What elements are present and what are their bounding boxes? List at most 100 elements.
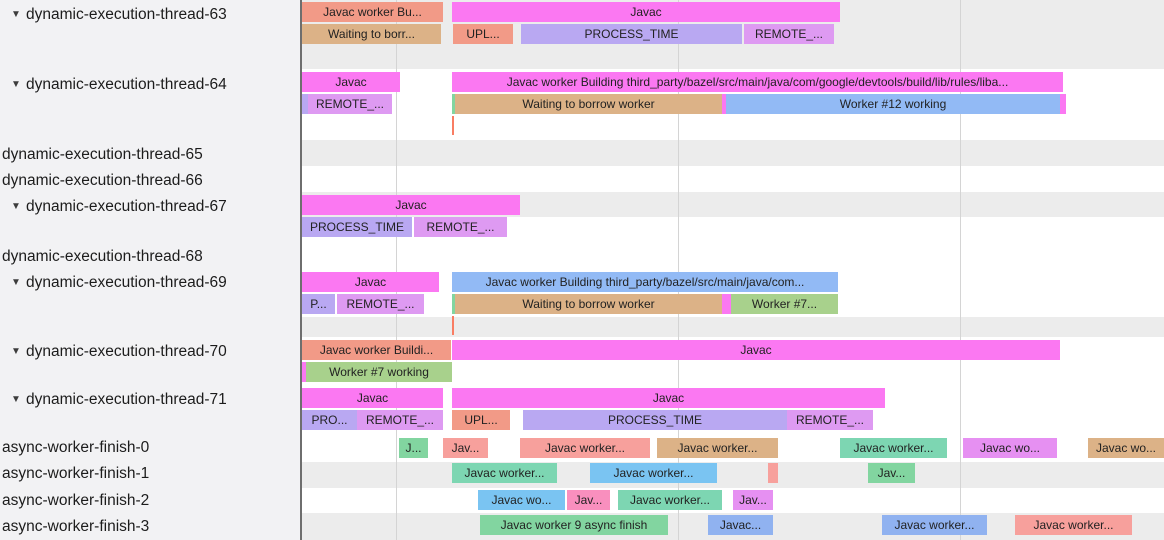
trace-event-bar[interactable]: Javac worker...: [882, 515, 987, 535]
time-gridline: [396, 0, 397, 540]
trace-event-label: Javac: [652, 391, 685, 405]
trace-event-bar[interactable]: Jav...: [443, 438, 488, 458]
collapse-triangle-icon[interactable]: ▼: [11, 394, 21, 405]
trace-event-bar[interactable]: REMOTE_...: [744, 24, 834, 44]
trace-event-bar[interactable]: [302, 362, 308, 382]
trace-event-bar[interactable]: Javac wo...: [963, 438, 1057, 458]
instant-event-tick[interactable]: [452, 316, 454, 335]
trace-event-bar[interactable]: Javac worker...: [657, 438, 778, 458]
trace-event-bar[interactable]: Waiting to borrow worker: [455, 294, 722, 314]
thread-name-label: dynamic-execution-thread-69: [26, 274, 227, 291]
trace-event-label: Javac worker...: [677, 441, 758, 455]
trace-event-bar[interactable]: Javac: [302, 72, 400, 92]
trace-event-label: REMOTE_...: [795, 413, 864, 427]
trace-event-label: REMOTE_...: [315, 97, 384, 111]
trace-event-label: PROCESS_TIME: [607, 413, 703, 427]
trace-event-bar[interactable]: REMOTE_...: [787, 410, 873, 430]
collapse-triangle-icon[interactable]: ▼: [11, 346, 21, 357]
thread-row-dynamic-execution-thread-63[interactable]: ▼ dynamic-execution-thread-63: [0, 4, 300, 26]
trace-event-bar[interactable]: PROCESS_TIME: [302, 217, 412, 237]
trace-event-label: Javac: [335, 75, 367, 89]
trace-event-bar[interactable]: Waiting to borr...: [302, 24, 441, 44]
thread-row-dynamic-execution-thread-65[interactable]: dynamic-execution-thread-65: [0, 144, 300, 166]
trace-event-bar[interactable]: Javac worker...: [590, 463, 717, 483]
trace-event-label: Javac worker 9 async finish: [500, 518, 648, 532]
trace-event-bar[interactable]: [302, 94, 308, 114]
collapse-triangle-icon[interactable]: ▼: [11, 9, 21, 20]
trace-event-bar[interactable]: [722, 294, 731, 314]
thread-name-label: dynamic-execution-thread-65: [2, 146, 203, 163]
trace-event-bar[interactable]: PRO...: [302, 410, 357, 430]
trace-event-bar[interactable]: Javac wo...: [478, 490, 565, 510]
trace-event-bar[interactable]: Javac: [302, 388, 443, 408]
thread-row-dynamic-execution-thread-66[interactable]: dynamic-execution-thread-66: [0, 170, 300, 192]
trace-event-bar[interactable]: [768, 463, 778, 483]
trace-event-bar[interactable]: Javac: [452, 340, 1060, 360]
trace-event-bar[interactable]: UPL...: [452, 410, 510, 430]
thread-row-async-worker-finish-3[interactable]: async-worker-finish-3: [0, 516, 300, 538]
trace-event-bar[interactable]: REMOTE_...: [414, 217, 507, 237]
trace-event-bar[interactable]: Javac: [302, 195, 520, 215]
thread-row-dynamic-execution-thread-68[interactable]: dynamic-execution-thread-68: [0, 246, 300, 268]
thread-row-dynamic-execution-thread-64[interactable]: ▼ dynamic-execution-thread-64: [0, 74, 300, 96]
trace-event-bar[interactable]: P...: [302, 294, 335, 314]
trace-event-bar[interactable]: Javac: [452, 2, 840, 22]
trace-event-bar[interactable]: Javac wo...: [1088, 438, 1164, 458]
track-background-band: [301, 317, 1164, 337]
trace-event-bar[interactable]: PROCESS_TIME: [523, 410, 787, 430]
trace-event-bar[interactable]: J...: [399, 438, 428, 458]
trace-event-bar[interactable]: Waiting to borrow worker: [455, 94, 722, 114]
trace-event-label: Javac: [630, 5, 662, 19]
trace-event-bar[interactable]: Jav...: [733, 490, 773, 510]
trace-event-label: REMOTE_...: [426, 220, 495, 234]
trace-event-bar[interactable]: Javac worker...: [452, 463, 557, 483]
thread-name-label: dynamic-execution-thread-64: [26, 76, 227, 93]
trace-event-bar[interactable]: Javac worker Building third_party/bazel/…: [452, 272, 838, 292]
trace-event-bar[interactable]: Javac: [302, 272, 439, 292]
trace-event-bar[interactable]: REMOTE_...: [357, 410, 443, 430]
trace-event-label: Javac wo...: [491, 493, 552, 507]
trace-event-bar[interactable]: [722, 94, 728, 114]
thread-row-dynamic-execution-thread-70[interactable]: ▼ dynamic-execution-thread-70: [0, 341, 300, 363]
trace-event-bar[interactable]: Javac worker...: [618, 490, 722, 510]
thread-row-async-worker-finish-0[interactable]: async-worker-finish-0: [0, 437, 300, 459]
trace-event-bar[interactable]: Javac worker...: [1015, 515, 1132, 535]
trace-event-bar[interactable]: Javac: [452, 388, 885, 408]
thread-name-label: dynamic-execution-thread-67: [26, 198, 227, 215]
trace-event-bar[interactable]: Javac worker Bu...: [302, 2, 443, 22]
thread-row-dynamic-execution-thread-71[interactable]: ▼ dynamic-execution-thread-71: [0, 389, 300, 411]
thread-name-label: dynamic-execution-thread-70: [26, 343, 227, 360]
collapse-triangle-icon[interactable]: ▼: [11, 277, 21, 288]
time-gridline: [960, 0, 961, 540]
trace-event-bar[interactable]: REMOTE_...: [308, 94, 392, 114]
trace-event-bar[interactable]: Worker #7...: [731, 294, 838, 314]
trace-event-label: REMOTE_...: [365, 413, 434, 427]
trace-event-label: PRO...: [311, 413, 348, 427]
trace-event-bar[interactable]: Javac worker 9 async finish: [480, 515, 668, 535]
trace-event-bar[interactable]: REMOTE_...: [337, 294, 424, 314]
trace-event-bar[interactable]: Worker #12 working: [726, 94, 1060, 114]
thread-row-async-worker-finish-2[interactable]: async-worker-finish-2: [0, 490, 300, 512]
trace-event-bar[interactable]: UPL...: [453, 24, 513, 44]
trace-event-label: Javac wo...: [1095, 441, 1157, 455]
thread-row-dynamic-execution-thread-67[interactable]: ▼ dynamic-execution-thread-67: [0, 196, 300, 218]
trace-event-bar[interactable]: Worker #7 working: [306, 362, 452, 382]
trace-event-label: Javac: [395, 198, 427, 212]
trace-event-bar[interactable]: [1060, 94, 1066, 114]
trace-event-bar[interactable]: Javac worker...: [520, 438, 650, 458]
trace-event-bar[interactable]: Javac worker Building third_party/bazel/…: [452, 72, 1063, 92]
collapse-triangle-icon[interactable]: ▼: [11, 79, 21, 90]
thread-row-dynamic-execution-thread-69[interactable]: ▼ dynamic-execution-thread-69: [0, 272, 300, 294]
trace-event-bar[interactable]: Javac worker Buildi...: [302, 340, 451, 360]
trace-event-bar[interactable]: Jav...: [567, 490, 610, 510]
trace-event-bar[interactable]: Jav...: [868, 463, 915, 483]
trace-event-bar[interactable]: Javac worker...: [840, 438, 947, 458]
instant-event-tick[interactable]: [452, 116, 454, 135]
trace-event-bar[interactable]: Javac...: [708, 515, 773, 535]
thread-row-async-worker-finish-1[interactable]: async-worker-finish-1: [0, 463, 300, 485]
collapse-triangle-icon[interactable]: ▼: [11, 201, 21, 212]
trace-event-label: Javac worker...: [544, 441, 626, 455]
trace-event-bar[interactable]: PROCESS_TIME: [521, 24, 742, 44]
trace-event-label: Worker #7...: [751, 297, 818, 311]
